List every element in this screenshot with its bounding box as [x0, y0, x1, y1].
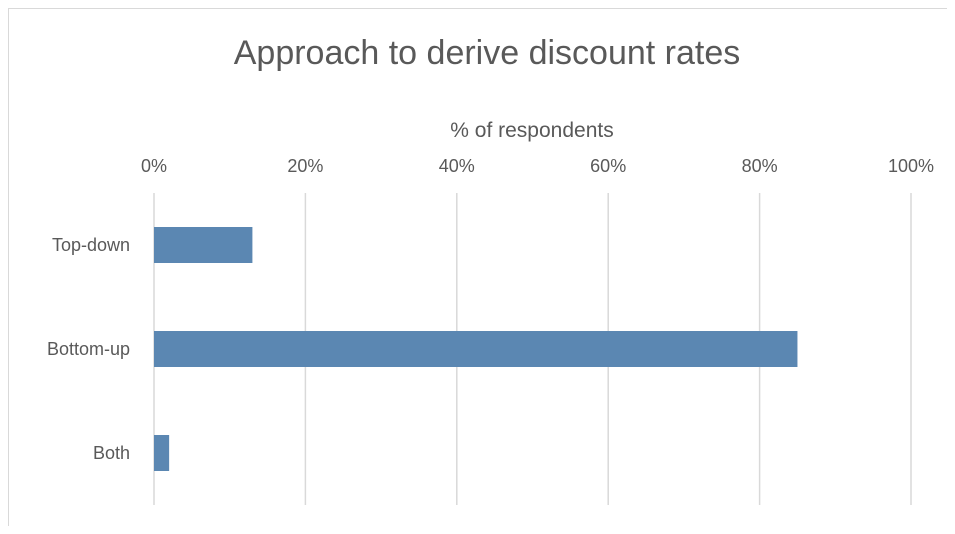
bars [154, 227, 798, 471]
x-axis-ticks: 0% 20% 40% 60% 80% 100% [141, 156, 934, 176]
x-tick-label: 40% [439, 156, 475, 176]
x-tick-label: 0% [141, 156, 167, 176]
bar-both [154, 435, 170, 471]
chart-title: Approach to derive discount rates [234, 34, 741, 72]
x-tick-label: 80% [742, 156, 778, 176]
bar-top-down [154, 227, 253, 263]
category-label: Bottom-up [47, 339, 130, 359]
category-label: Both [93, 443, 130, 463]
x-tick-label: 20% [287, 156, 323, 176]
x-tick-label: 100% [888, 156, 934, 176]
chart-frame [8, 8, 947, 526]
category-labels: Top-down Bottom-up Both [47, 235, 130, 463]
x-axis-title: % of respondents [450, 119, 613, 142]
x-tick-label: 60% [590, 156, 626, 176]
bar-bottom-up [154, 331, 798, 367]
category-label: Top-down [52, 235, 130, 255]
